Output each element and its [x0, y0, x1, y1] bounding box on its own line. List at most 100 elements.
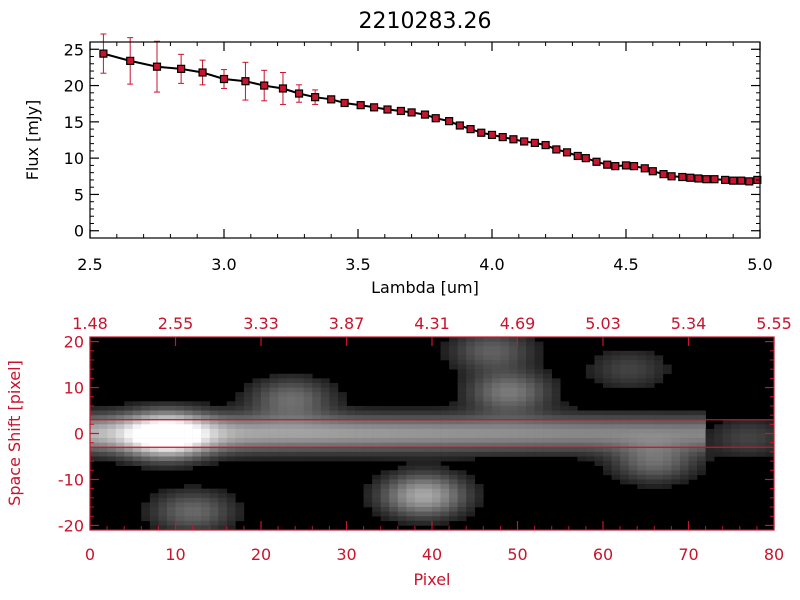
heatmap-cell — [218, 442, 228, 448]
heatmap-cell — [261, 392, 270, 398]
heatmap-cell — [235, 396, 245, 402]
heatmap-cell — [594, 415, 604, 421]
heatmap-cell — [261, 451, 270, 457]
heatmap-cell — [457, 442, 467, 448]
heatmap-cell — [209, 451, 219, 457]
heatmap-cell — [645, 369, 655, 375]
heatmap-cell — [440, 438, 450, 443]
heatmap-cell — [107, 451, 116, 457]
heatmap-cell — [295, 419, 305, 425]
heatmap-cell — [278, 428, 287, 434]
heatmap-cell — [141, 433, 151, 439]
heatmap-cell — [184, 502, 193, 508]
heatmap-cell — [457, 502, 467, 508]
heatmap-cell — [466, 497, 476, 503]
heatmap-cell — [440, 350, 450, 356]
heatmap-cell — [491, 424, 501, 430]
heatmap-cell — [731, 447, 741, 453]
heatmap-cell — [166, 419, 176, 425]
heatmap-cell — [132, 461, 142, 466]
heatmap-cell — [423, 456, 433, 462]
data-point — [420, 110, 430, 119]
heatmap-cell — [645, 456, 655, 462]
data-point — [745, 177, 754, 186]
heatmap-cell — [209, 488, 219, 494]
heatmap-cell — [440, 451, 450, 457]
heatmap-cell — [149, 502, 159, 508]
heatmap-cell — [756, 428, 766, 434]
heatmap-cell — [346, 405, 356, 411]
heatmap-cell — [269, 442, 279, 448]
heatmap-cell — [303, 382, 313, 388]
heatmap-cell — [637, 470, 647, 476]
heatmap-cell — [141, 447, 151, 453]
heatmap-cell — [508, 396, 518, 402]
heatmap-cell — [500, 438, 510, 443]
heatmap-cell — [243, 387, 253, 393]
heatmap-cell — [380, 488, 390, 494]
heatmap-cell — [551, 451, 561, 457]
heatmap-cell — [560, 401, 570, 407]
heatmap-cell — [201, 493, 210, 499]
heatmap-cell — [620, 465, 629, 471]
heatmap-cell — [594, 369, 604, 375]
heatmap-cell — [705, 433, 715, 439]
heatmap-cell — [184, 497, 193, 503]
heatmap-cell — [474, 433, 484, 439]
heatmap-cell — [440, 465, 450, 471]
heatmap-cell — [645, 424, 655, 430]
heatmap-cell — [218, 456, 228, 462]
image-top-tick-label: 4.31 — [414, 314, 450, 333]
heatmap-cell — [517, 364, 527, 370]
heatmap-cell — [149, 456, 159, 462]
heatmap-cell — [508, 415, 518, 421]
heatmap-cell — [192, 419, 202, 425]
heatmap-cell — [500, 451, 510, 457]
heatmap-cell — [372, 424, 381, 430]
heatmap-cell — [449, 341, 458, 347]
heatmap-cell — [688, 438, 698, 443]
heatmap-cell — [526, 387, 535, 393]
heatmap-cell — [457, 350, 467, 356]
heatmap-cell — [363, 433, 373, 439]
heatmap-cell — [432, 465, 441, 471]
heatmap-cell — [98, 424, 108, 430]
heatmap-cell — [406, 516, 416, 522]
heatmap-cell — [329, 401, 339, 407]
heatmap-cell — [320, 382, 330, 388]
heatmap-cell — [517, 451, 527, 457]
heatmap-cell — [141, 502, 151, 508]
heatmap-cell — [466, 401, 476, 407]
heatmap-cell — [654, 433, 664, 439]
heatmap-cell — [380, 428, 390, 434]
heatmap-cell — [679, 438, 689, 443]
heatmap-cell — [637, 474, 647, 480]
heatmap-cell — [628, 479, 638, 485]
heatmap-cell — [380, 405, 390, 411]
heatmap-cell — [252, 401, 262, 407]
heatmap-cell — [457, 433, 467, 439]
heatmap-cell — [637, 415, 647, 421]
heatmap-cell — [457, 364, 467, 370]
heatmap-cell — [175, 424, 185, 430]
heatmap-cell — [235, 428, 245, 434]
heatmap-cell — [389, 419, 399, 425]
heatmap-cell — [98, 433, 108, 439]
heatmap-cell — [209, 428, 219, 434]
heatmap-cell — [508, 364, 518, 370]
heatmap-cell — [491, 442, 501, 448]
heatmap-cell — [517, 387, 527, 393]
heatmap-cell — [679, 465, 689, 471]
heatmap-cell — [303, 447, 313, 453]
heatmap-cell — [483, 428, 493, 434]
heatmap-cell — [551, 378, 561, 384]
heatmap-cell — [543, 369, 552, 375]
heatmap-cell — [491, 428, 501, 434]
heatmap-cell — [543, 396, 552, 402]
heatmap-cell — [603, 456, 612, 462]
heatmap-cell — [355, 428, 364, 434]
heatmap-cell — [440, 507, 450, 512]
heatmap-cell — [115, 415, 125, 421]
